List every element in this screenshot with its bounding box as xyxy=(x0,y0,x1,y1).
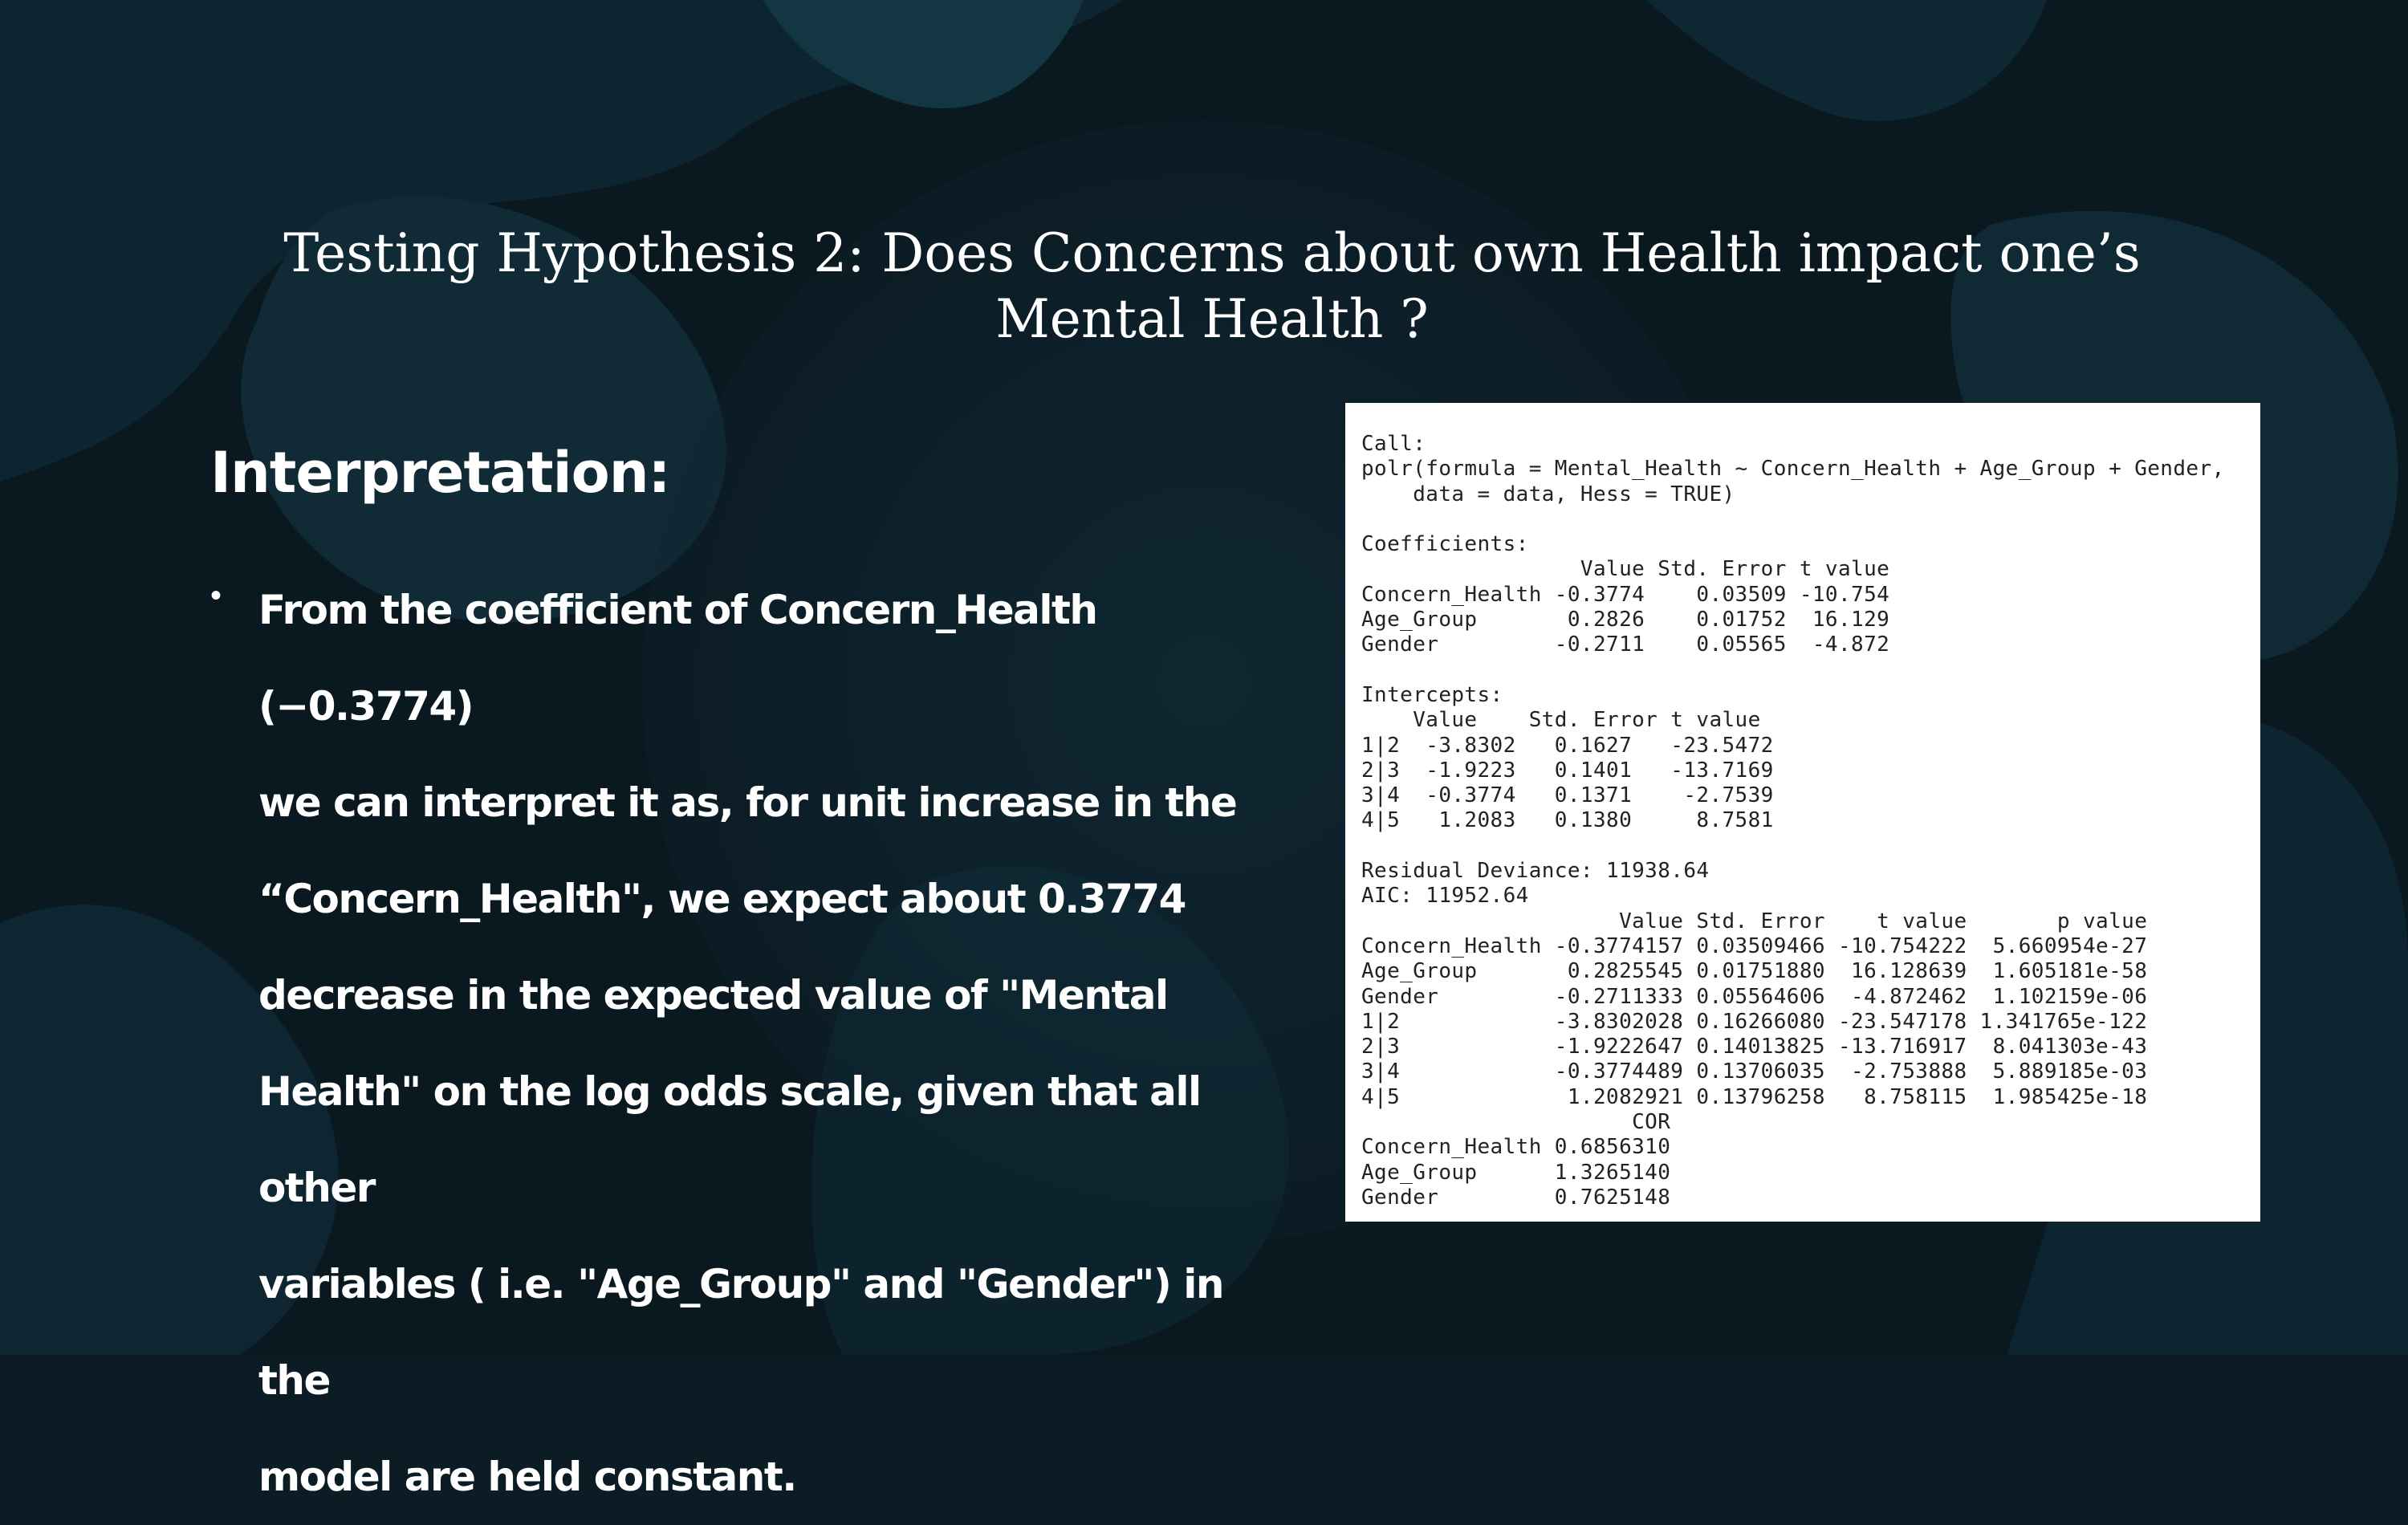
r-output-line: Call: xyxy=(1361,432,1426,456)
r-output-line: Gender -0.2711333 0.05564606 -4.872462 1… xyxy=(1361,984,2148,1009)
bullet-icon: • xyxy=(210,578,222,613)
slide-title: Testing Hypothesis 2: Does Concerns abou… xyxy=(283,222,2141,350)
r-output-line xyxy=(1361,507,2225,532)
r-output-text: Call: polr(formula = Mental_Health ~ Conc… xyxy=(1361,432,2225,1210)
r-output-line: Concern_Health -0.3774157 0.03509466 -10… xyxy=(1361,933,2148,958)
r-output-line: Age_Group 0.2825545 0.01751880 16.128639… xyxy=(1361,959,2148,984)
r-output-line: 2|3 -1.9222647 0.14013825 -13.716917 8.0… xyxy=(1361,1035,2148,1059)
r-output-line: Gender -0.2711 0.05565 -4.872 xyxy=(1361,632,1890,657)
interpretation-text: From the coefficient of Concern_Health (… xyxy=(258,587,1238,1500)
r-output-line: 3|4 -0.3774 0.1371 -2.7539 xyxy=(1361,783,1774,808)
r-output-line: 2|3 -1.9223 0.1401 -13.7169 xyxy=(1361,758,1774,783)
section-heading: Interpretation: xyxy=(210,440,671,506)
r-output-line: 1|2 -3.8302028 0.16266080 -23.547178 1.3… xyxy=(1361,1009,2148,1034)
r-output-line xyxy=(1361,834,2225,859)
r-output-line: 4|5 1.2083 0.1380 8.7581 xyxy=(1361,808,1774,833)
r-output-line: Value Std. Error t value xyxy=(1361,557,1890,582)
r-output-line: Residual Deviance: 11938.64 xyxy=(1361,859,1710,884)
r-output-line: Value Std. Error t value xyxy=(1361,708,1761,733)
r-output-line: Concern_Health 0.6856310 xyxy=(1361,1135,1671,1160)
r-output-line: Intercepts: xyxy=(1361,682,1503,707)
r-output-line: Coefficients: xyxy=(1361,532,1529,557)
r-output-line: 4|5 1.2082921 0.13796258 8.758115 1.9854… xyxy=(1361,1084,2148,1109)
r-output-line: AIC: 11952.64 xyxy=(1361,884,1529,909)
r-output-line: COR xyxy=(1361,1110,1671,1135)
r-output-line: Concern_Health -0.3774 0.03509 -10.754 xyxy=(1361,582,1890,607)
r-output-screenshot: Call: polr(formula = Mental_Health ~ Conc… xyxy=(1345,403,2260,1222)
r-output-line: Age_Group 0.2826 0.01752 16.129 xyxy=(1361,608,1890,632)
r-output-line: polr(formula = Mental_Health ~ Concern_H… xyxy=(1361,457,2225,482)
r-output-line: data = data, Hess = TRUE) xyxy=(1361,482,1735,506)
r-output-line: Value Std. Error t value p value xyxy=(1361,909,2148,933)
r-output-line: 1|2 -3.8302 0.1627 -23.5472 xyxy=(1361,733,1774,758)
r-output-line: Age_Group 1.3265140 xyxy=(1361,1160,1671,1185)
r-output-line: 3|4 -0.3774489 0.13706035 -2.753888 5.88… xyxy=(1361,1059,2148,1084)
r-output-line xyxy=(1361,658,2225,683)
r-output-line: Gender 0.7625148 xyxy=(1361,1185,1671,1210)
